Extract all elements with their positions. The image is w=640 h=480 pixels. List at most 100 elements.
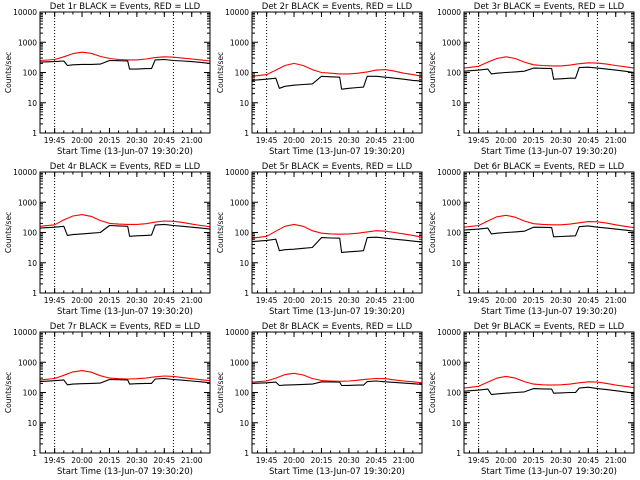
y-axis-label: Counts/sec xyxy=(428,212,437,253)
panel-title: Det 9r BLACK = Events, RED = LLD xyxy=(474,322,625,332)
panel-title: Det 7r BLACK = Events, RED = LLD xyxy=(50,322,201,332)
x-tick-label: 20:30 xyxy=(338,136,360,145)
y-tick-label: 1 xyxy=(244,449,249,458)
x-tick-label: 21:00 xyxy=(181,296,203,305)
events-series-line xyxy=(251,236,423,253)
x-tick-label: 20:15 xyxy=(523,456,545,465)
x-tick-label: 20:00 xyxy=(71,136,93,145)
lld-series-line xyxy=(39,51,211,62)
panel-6: Det 6r BLACK = Events, RED = LLD Counts/s… xyxy=(428,162,635,317)
lld-series-line xyxy=(251,62,423,77)
x-tick-label: 21:00 xyxy=(393,136,415,145)
x-tick-label: 20:00 xyxy=(283,136,305,145)
x-tick-label: 19:45 xyxy=(256,296,278,305)
x-tick-label: 20:00 xyxy=(495,136,517,145)
y-tick-label: 10 xyxy=(27,259,37,268)
events-series-line xyxy=(463,66,635,80)
x-tick-label: 19:45 xyxy=(44,136,66,145)
y-tick-label: 10000 xyxy=(437,168,461,177)
x-tick-label: 20:15 xyxy=(99,296,121,305)
plot-frame xyxy=(39,11,211,134)
events-series-line xyxy=(39,58,211,70)
y-tick-label: 10000 xyxy=(13,8,37,17)
panel-9: Det 9r BLACK = Events, RED = LLD Counts/s… xyxy=(428,322,635,477)
x-axis-label: Start Time (13-Jun-07 19:30:20) xyxy=(57,467,193,477)
y-axis-label: Counts/sec xyxy=(4,212,13,253)
y-tick-label: 10 xyxy=(239,99,249,108)
y-tick-label: 1 xyxy=(32,449,37,458)
y-tick-label: 1000 xyxy=(230,38,249,47)
plot-frame xyxy=(251,171,423,294)
x-tick-label: 20:00 xyxy=(71,456,93,465)
y-tick-label: 10000 xyxy=(13,328,37,337)
x-tick-label: 21:00 xyxy=(605,296,627,305)
x-tick-label: 19:45 xyxy=(468,456,490,465)
x-axis-label: Start Time (13-Jun-07 19:30:20) xyxy=(269,147,405,157)
plot-frame xyxy=(39,171,211,294)
x-tick-label: 21:00 xyxy=(605,136,627,145)
events-series-line xyxy=(39,377,211,386)
lld-series-line xyxy=(251,372,423,384)
y-tick-label: 1 xyxy=(244,129,249,138)
y-tick-label: 1000 xyxy=(18,358,37,367)
panel-title: Det 3r BLACK = Events, RED = LLD xyxy=(474,2,625,12)
y-tick-label: 10 xyxy=(451,99,461,108)
y-tick-label: 10 xyxy=(239,259,249,268)
x-tick-label: 20:45 xyxy=(153,136,175,145)
y-tick-label: 10000 xyxy=(437,328,461,337)
x-tick-label: 19:45 xyxy=(256,136,278,145)
y-axis-label: Counts/sec xyxy=(216,212,225,253)
x-tick-label: 19:45 xyxy=(44,456,66,465)
y-tick-label: 1000 xyxy=(230,358,249,367)
x-tick-label: 20:30 xyxy=(126,456,148,465)
y-axis-label: Counts/sec xyxy=(428,52,437,93)
y-tick-label: 1000 xyxy=(18,198,37,207)
x-tick-label: 21:00 xyxy=(393,456,415,465)
x-tick-label: 20:45 xyxy=(365,296,387,305)
x-tick-label: 20:45 xyxy=(577,296,599,305)
panel-5: Det 5r BLACK = Events, RED = LLD Counts/s… xyxy=(216,162,423,317)
y-tick-label: 1000 xyxy=(18,38,37,47)
panel-4: Det 4r BLACK = Events, RED = LLD Counts/s… xyxy=(4,162,211,317)
y-axis-label: Counts/sec xyxy=(4,372,13,413)
x-tick-label: 20:00 xyxy=(495,296,517,305)
x-tick-label: 21:00 xyxy=(181,136,203,145)
x-tick-label: 20:30 xyxy=(550,456,572,465)
panel-title: Det 6r BLACK = Events, RED = LLD xyxy=(474,162,625,172)
x-axis-label: Start Time (13-Jun-07 19:30:20) xyxy=(57,307,193,317)
x-tick-label: 21:00 xyxy=(605,456,627,465)
panel-7: Det 7r BLACK = Events, RED = LLD Counts/s… xyxy=(4,322,211,477)
y-tick-label: 10000 xyxy=(437,8,461,17)
plot-frame xyxy=(463,171,635,294)
x-axis-label: Start Time (13-Jun-07 19:30:20) xyxy=(481,147,617,157)
x-axis-label: Start Time (13-Jun-07 19:30:20) xyxy=(481,307,617,317)
x-axis-label: Start Time (13-Jun-07 19:30:20) xyxy=(57,147,193,157)
x-tick-label: 20:45 xyxy=(365,136,387,145)
x-axis-label: Start Time (13-Jun-07 19:30:20) xyxy=(269,467,405,477)
y-tick-label: 1000 xyxy=(442,198,461,207)
x-tick-label: 19:45 xyxy=(44,296,66,305)
y-tick-label: 100 xyxy=(23,229,38,238)
lld-series-line xyxy=(39,214,211,228)
y-tick-label: 1 xyxy=(456,449,461,458)
lld-series-line xyxy=(463,375,635,389)
events-series-line xyxy=(251,75,423,90)
y-tick-label: 10 xyxy=(27,419,37,428)
x-tick-label: 20:15 xyxy=(311,136,333,145)
x-axis-label: Start Time (13-Jun-07 19:30:20) xyxy=(269,307,405,317)
y-tick-label: 1 xyxy=(32,289,37,298)
x-tick-label: 20:00 xyxy=(71,296,93,305)
y-tick-label: 100 xyxy=(447,69,462,78)
y-tick-label: 10000 xyxy=(225,168,249,177)
y-tick-label: 1 xyxy=(244,289,249,298)
x-tick-label: 20:30 xyxy=(550,296,572,305)
x-tick-label: 19:45 xyxy=(256,456,278,465)
x-tick-label: 20:30 xyxy=(126,136,148,145)
panel-title: Det 2r BLACK = Events, RED = LLD xyxy=(262,2,413,12)
y-tick-label: 10 xyxy=(239,419,249,428)
x-tick-label: 20:15 xyxy=(99,456,121,465)
y-axis-label: Counts/sec xyxy=(216,372,225,413)
x-tick-label: 20:30 xyxy=(550,136,572,145)
x-tick-label: 20:45 xyxy=(365,456,387,465)
events-series-line xyxy=(463,225,635,238)
